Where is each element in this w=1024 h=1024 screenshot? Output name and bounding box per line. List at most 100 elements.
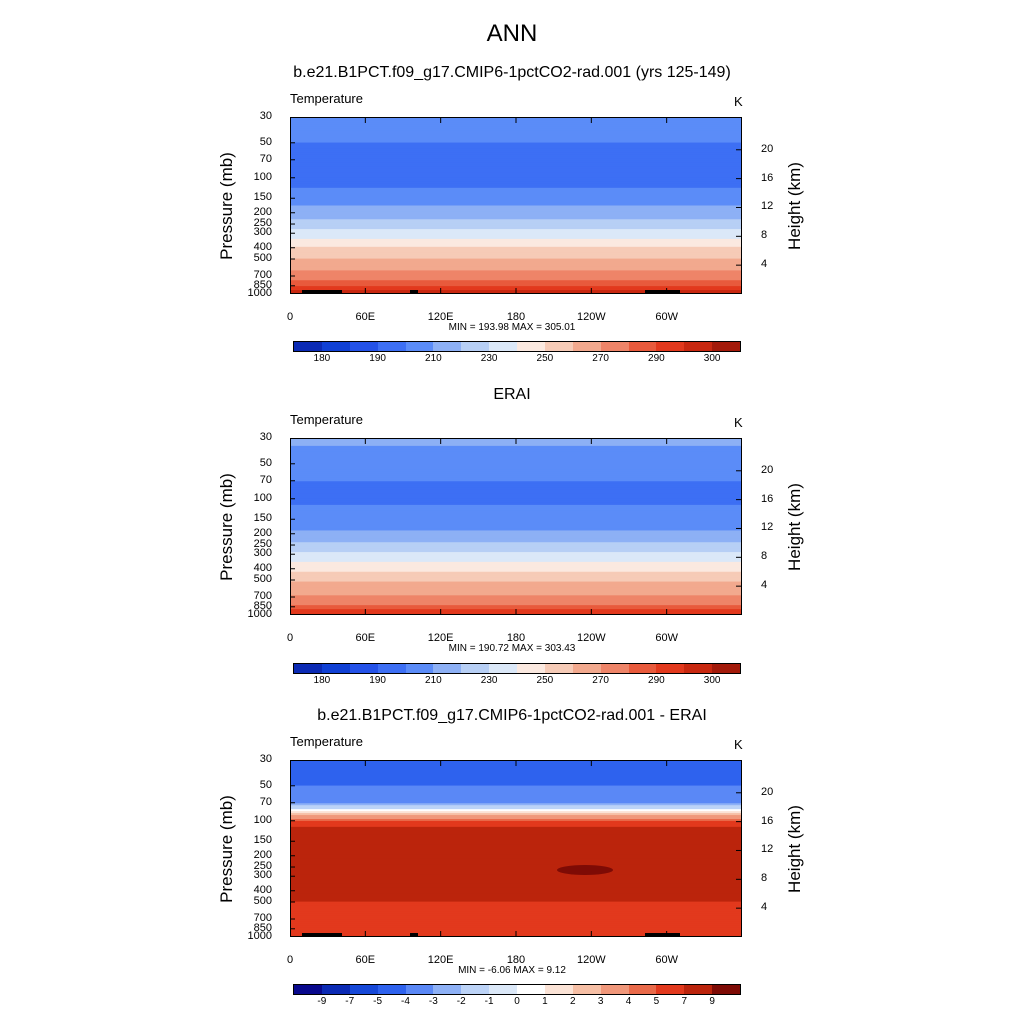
contour-band: [290, 252, 742, 256]
height-tick-label: 16: [761, 814, 774, 827]
contour-band: [290, 913, 742, 916]
contour-band: [290, 213, 742, 216]
longitude-tick-label: 0: [286, 311, 294, 323]
contour-band: [290, 540, 742, 543]
pressure-tick-label: 1000: [247, 287, 272, 299]
contour-band: [290, 563, 742, 567]
contour-band: [290, 516, 742, 520]
height-tick-label: 16: [761, 171, 774, 184]
contour-band: [290, 162, 742, 165]
longitude-tick-label: 60W: [655, 632, 678, 644]
contour-band: [290, 897, 742, 901]
contour-band: [290, 846, 742, 850]
contour-band: [290, 187, 742, 191]
contour-band: [290, 872, 742, 875]
contour-band: [290, 221, 742, 224]
contour-band: [290, 905, 742, 909]
contour-band: [290, 506, 742, 510]
colorbar: [293, 341, 741, 352]
contour-band: [290, 497, 742, 500]
contour-band: [290, 244, 742, 248]
contour-band: [290, 282, 742, 285]
contour-band: [290, 828, 742, 832]
contour-band: [290, 256, 742, 260]
contour-band: [290, 919, 742, 922]
pressure-tick-label: 1000: [247, 930, 272, 942]
contour-band: [290, 227, 742, 230]
contour-band: [290, 805, 742, 808]
topography-mask: [410, 933, 418, 937]
contour-band: [290, 765, 742, 769]
contour-band: [290, 238, 742, 242]
contour-band: [290, 781, 742, 785]
pressure-tick-label: 250: [253, 217, 272, 230]
longitude-tick-label: 60E: [355, 954, 376, 966]
colorbar-label: 290: [648, 675, 665, 686]
contour-band: [290, 132, 742, 136]
colorbar-label: 180: [313, 675, 331, 686]
colorbar-swatch: [461, 664, 490, 673]
pressure-tick-label: 30: [259, 110, 272, 122]
height-tick-label: 12: [761, 843, 774, 856]
contour-band: [290, 850, 742, 854]
colorbar-label: -9: [317, 996, 327, 1007]
contour-band: [290, 508, 742, 512]
contour-band: [290, 465, 742, 469]
contour-band: [290, 258, 742, 262]
contour-band: [290, 899, 742, 903]
pressure-tick-label: 150: [253, 834, 272, 847]
contour-band: [290, 270, 742, 273]
contour-band: [290, 779, 742, 783]
colorbar-label: 210: [425, 675, 442, 686]
contour-band: [290, 817, 742, 820]
contour-band: [290, 195, 742, 199]
panel-title: b.e21.B1PCT.f09_g17.CMIP6-1pctCO2-rad.00…: [293, 64, 731, 81]
contour-band: [290, 219, 742, 222]
contour-band: [290, 605, 742, 608]
colorbar-label: 7: [681, 996, 688, 1007]
colorbar-swatch: [433, 985, 462, 994]
contour-band: [290, 554, 742, 557]
contour-band: [290, 148, 742, 152]
colorbar-swatch: [684, 985, 713, 994]
contour-band: [290, 164, 742, 167]
pressure-tick-label: 400: [253, 240, 272, 253]
contour-band: [290, 487, 742, 490]
contour-band: [290, 471, 742, 474]
contour-band: [290, 607, 742, 610]
colorbar: [293, 663, 741, 674]
contour-band: [290, 268, 742, 271]
colorbar-label: -7: [345, 996, 355, 1007]
colorbar-swatch: [712, 342, 740, 351]
colorbar-swatch: [572, 664, 601, 673]
contour-band: [290, 146, 742, 150]
colorbar-label: 270: [592, 353, 609, 364]
colorbar-swatch: [489, 664, 517, 673]
contour-band: [290, 789, 742, 793]
colorbar-label: 230: [480, 675, 498, 686]
contour-band: [290, 183, 742, 187]
colorbar-swatch: [321, 342, 350, 351]
contour-band: [290, 819, 742, 822]
contour-band: [290, 874, 742, 877]
contour-band: [290, 209, 742, 212]
height-tick-label: 20: [761, 463, 774, 476]
colorbar-swatch: [600, 664, 629, 673]
colorbar-label: 210: [425, 353, 442, 364]
contour-band: [290, 883, 742, 887]
colorbar-swatch: [628, 985, 657, 994]
contour-band: [290, 550, 742, 553]
contour-band: [290, 530, 742, 533]
variable-label: Temperature: [290, 412, 363, 427]
colorbar-label: 4: [625, 996, 632, 1007]
contour-band: [290, 866, 742, 869]
contour-band: [290, 589, 742, 592]
contour-band: [290, 203, 742, 207]
contour-band: [290, 473, 742, 476]
pressure-tick-label: 100: [253, 491, 272, 504]
colorbar-swatch: [517, 342, 545, 351]
colorbar-swatch: [349, 664, 378, 673]
colorbar-swatch: [321, 985, 350, 994]
pressure-tick-label: 400: [253, 883, 272, 896]
contour-band: [290, 813, 742, 816]
